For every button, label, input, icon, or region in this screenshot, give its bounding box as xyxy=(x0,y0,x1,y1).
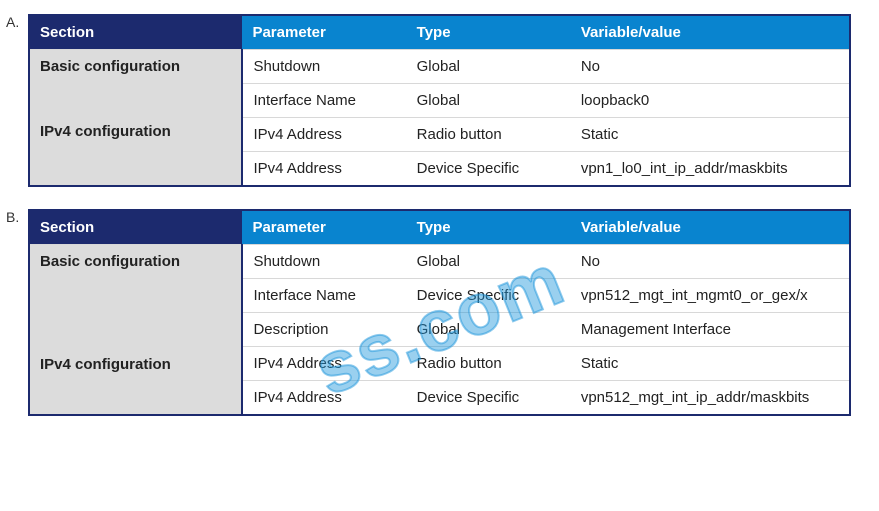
hdr-type: Type xyxy=(407,15,571,50)
cell-type: Global xyxy=(407,84,571,118)
table-row: Basic configuration IPv4 configuration S… xyxy=(29,245,850,279)
cell-parameter: Interface Name xyxy=(242,279,406,313)
hdr-section: Section xyxy=(29,15,242,50)
section-cell: Basic configuration IPv4 configuration xyxy=(29,50,242,187)
cell-variable: Management Interface xyxy=(571,313,850,347)
table-row: Basic configuration IPv4 configuration S… xyxy=(29,50,850,84)
table-b: Section Parameter Type Variable/value Ba… xyxy=(28,209,851,416)
section-cell: Basic configuration IPv4 configuration xyxy=(29,245,242,416)
table-a-header-row: Section Parameter Type Variable/value xyxy=(29,15,850,50)
cell-type: Global xyxy=(407,313,571,347)
cell-type: Device Specific xyxy=(407,279,571,313)
table-a: Section Parameter Type Variable/value Ba… xyxy=(28,14,851,187)
section-basic: Basic configuration xyxy=(40,58,231,75)
hdr-parameter: Parameter xyxy=(242,15,406,50)
hdr-parameter: Parameter xyxy=(242,210,406,245)
cell-variable: Static xyxy=(571,118,850,152)
cell-type: Radio button xyxy=(407,118,571,152)
cell-variable: No xyxy=(571,245,850,279)
cell-variable: vpn512_mgt_int_mgmt0_or_gex/x xyxy=(571,279,850,313)
cell-type: Device Specific xyxy=(407,152,571,187)
cell-variable: loopback0 xyxy=(571,84,850,118)
section-ipv4: IPv4 configuration xyxy=(40,356,231,373)
cell-type: Radio button xyxy=(407,347,571,381)
cell-parameter: Description xyxy=(242,313,406,347)
cell-parameter: IPv4 Address xyxy=(242,118,406,152)
hdr-variable: Variable/value xyxy=(571,15,850,50)
option-a: A. Section Parameter Type Variable/value… xyxy=(28,14,851,187)
cell-parameter: Shutdown xyxy=(242,245,406,279)
cell-variable: Static xyxy=(571,347,850,381)
cell-variable: vpn1_lo0_int_ip_addr/maskbits xyxy=(571,152,850,187)
hdr-variable: Variable/value xyxy=(571,210,850,245)
cell-parameter: Interface Name xyxy=(242,84,406,118)
option-b: B. ss.com Section Parameter Type Variabl… xyxy=(28,209,851,416)
cell-type: Device Specific xyxy=(407,381,571,416)
cell-variable: No xyxy=(571,50,850,84)
table-b-header-row: Section Parameter Type Variable/value xyxy=(29,210,850,245)
cell-variable: vpn512_mgt_int_ip_addr/maskbits xyxy=(571,381,850,416)
section-basic: Basic configuration xyxy=(40,253,231,270)
section-ipv4: IPv4 configuration xyxy=(40,123,231,140)
hdr-type: Type xyxy=(407,210,571,245)
cell-parameter: IPv4 Address xyxy=(242,152,406,187)
cell-parameter: IPv4 Address xyxy=(242,381,406,416)
cell-type: Global xyxy=(407,245,571,279)
cell-parameter: IPv4 Address xyxy=(242,347,406,381)
option-b-label: B. xyxy=(6,209,19,225)
hdr-section: Section xyxy=(29,210,242,245)
cell-type: Global xyxy=(407,50,571,84)
option-a-label: A. xyxy=(6,14,19,30)
cell-parameter: Shutdown xyxy=(242,50,406,84)
